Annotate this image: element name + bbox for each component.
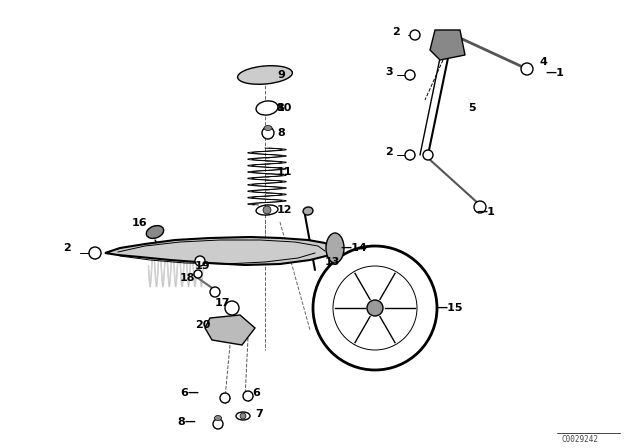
- Text: 19: 19: [195, 261, 211, 271]
- Ellipse shape: [147, 226, 164, 238]
- Text: 13: 13: [325, 257, 340, 267]
- Polygon shape: [105, 237, 335, 265]
- Text: 6—: 6—: [180, 388, 199, 398]
- Circle shape: [313, 246, 437, 370]
- Circle shape: [89, 247, 101, 259]
- Text: 5: 5: [468, 103, 476, 113]
- Text: —15: —15: [436, 303, 463, 313]
- Circle shape: [243, 391, 253, 401]
- Circle shape: [210, 287, 220, 297]
- Text: 12: 12: [277, 205, 292, 215]
- Ellipse shape: [303, 207, 313, 215]
- Circle shape: [194, 270, 202, 278]
- Text: 18: 18: [180, 273, 195, 283]
- Text: 4: 4: [540, 57, 548, 67]
- Text: 10: 10: [277, 103, 292, 113]
- Circle shape: [333, 266, 417, 350]
- Ellipse shape: [256, 101, 278, 115]
- Text: 3: 3: [385, 67, 392, 77]
- Circle shape: [195, 256, 205, 266]
- Text: 16: 16: [132, 218, 148, 228]
- Text: —1: —1: [476, 207, 495, 217]
- Text: —1: —1: [545, 68, 564, 78]
- Text: 8: 8: [276, 103, 284, 113]
- Text: 7: 7: [255, 409, 263, 419]
- Ellipse shape: [326, 233, 344, 263]
- Circle shape: [410, 30, 420, 40]
- Text: 6: 6: [252, 388, 260, 398]
- Ellipse shape: [214, 415, 221, 421]
- Circle shape: [474, 201, 486, 213]
- Circle shape: [263, 206, 271, 214]
- Circle shape: [225, 301, 239, 315]
- Text: C0029242: C0029242: [562, 435, 599, 444]
- Ellipse shape: [264, 125, 272, 130]
- Ellipse shape: [237, 66, 292, 84]
- Text: 8: 8: [277, 128, 285, 138]
- Circle shape: [405, 70, 415, 80]
- Ellipse shape: [236, 412, 250, 420]
- Text: 20: 20: [195, 320, 211, 330]
- Text: —14: —14: [340, 243, 367, 253]
- Circle shape: [405, 150, 415, 160]
- Circle shape: [367, 300, 383, 316]
- Text: 17: 17: [215, 298, 230, 308]
- Circle shape: [220, 393, 230, 403]
- Text: 2: 2: [385, 147, 393, 157]
- Circle shape: [213, 419, 223, 429]
- Text: 8—: 8—: [177, 417, 196, 427]
- Text: 2: 2: [392, 27, 400, 37]
- Polygon shape: [205, 315, 255, 345]
- Circle shape: [262, 127, 274, 139]
- Text: 11: 11: [277, 167, 292, 177]
- Circle shape: [240, 413, 246, 419]
- Text: 2: 2: [63, 243, 71, 253]
- Ellipse shape: [256, 205, 278, 215]
- Polygon shape: [430, 30, 465, 60]
- Circle shape: [521, 63, 533, 75]
- Circle shape: [423, 150, 433, 160]
- Text: 9: 9: [277, 70, 285, 80]
